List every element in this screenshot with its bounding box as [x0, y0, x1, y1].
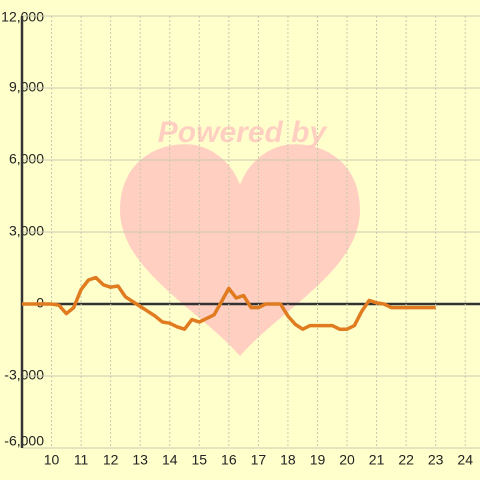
y-tick-label: -3,000: [4, 367, 44, 383]
watermark-heart: [120, 144, 360, 356]
x-tick-label: 20: [339, 452, 355, 468]
x-tick-label: 22: [398, 452, 414, 468]
x-tick-label: 21: [369, 452, 385, 468]
x-tick-label: 11: [74, 452, 89, 468]
x-tick-label: 23: [428, 452, 444, 468]
watermark-text: Powered by: [158, 116, 328, 149]
x-tick-label: 16: [221, 452, 237, 468]
x-tick-label: 13: [132, 452, 148, 468]
x-tick-label: 19: [310, 452, 326, 468]
x-tick-label: 10: [44, 452, 60, 468]
y-tick-label: 3,000: [9, 223, 44, 239]
x-tick-label: 18: [280, 452, 296, 468]
x-tick-label: 14: [162, 452, 178, 468]
data-line: [22, 275, 436, 331]
y-tick-label: -6,000: [4, 433, 44, 449]
x-tick-label: 12: [103, 452, 119, 468]
x-tick-label: 15: [192, 452, 208, 468]
x-tick-label: 17: [251, 452, 267, 468]
x-tick-label: 24: [457, 452, 473, 468]
y-tick-label: 9,000: [9, 79, 44, 95]
y-tick-label: 6,000: [9, 151, 44, 167]
